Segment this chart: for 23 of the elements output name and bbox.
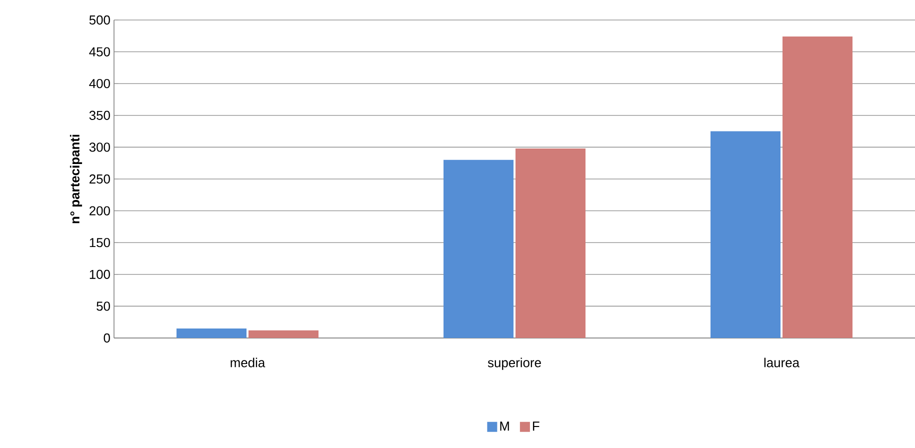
y-tick-label: 200	[90, 206, 110, 216]
legend-label: M	[500, 422, 509, 431]
x-tick-label: laurea	[764, 358, 800, 368]
bar	[444, 160, 514, 338]
y-tick-label: 500	[89, 15, 110, 25]
bar	[782, 36, 853, 338]
y-axis-title: n° partecipanti	[70, 134, 82, 224]
y-tick-label: 0	[104, 333, 110, 343]
y-tick-label: 100	[90, 270, 110, 279]
y-tick-label: 450	[89, 47, 110, 56]
y-tick-label: 50	[96, 302, 110, 311]
bar	[176, 328, 247, 338]
legend-label: F	[532, 422, 540, 431]
y-tick-label: 250	[90, 174, 110, 184]
x-tick-label: superiore	[488, 358, 541, 370]
y-tick-label: 350	[89, 110, 110, 120]
bar	[516, 148, 586, 338]
bar	[248, 330, 319, 338]
x-tick-label: media	[230, 358, 266, 368]
y-tick-label: 150	[90, 238, 110, 248]
y-tick-label: 300	[89, 142, 110, 152]
y-tick-label: 400	[89, 79, 110, 88]
bar	[710, 131, 781, 338]
